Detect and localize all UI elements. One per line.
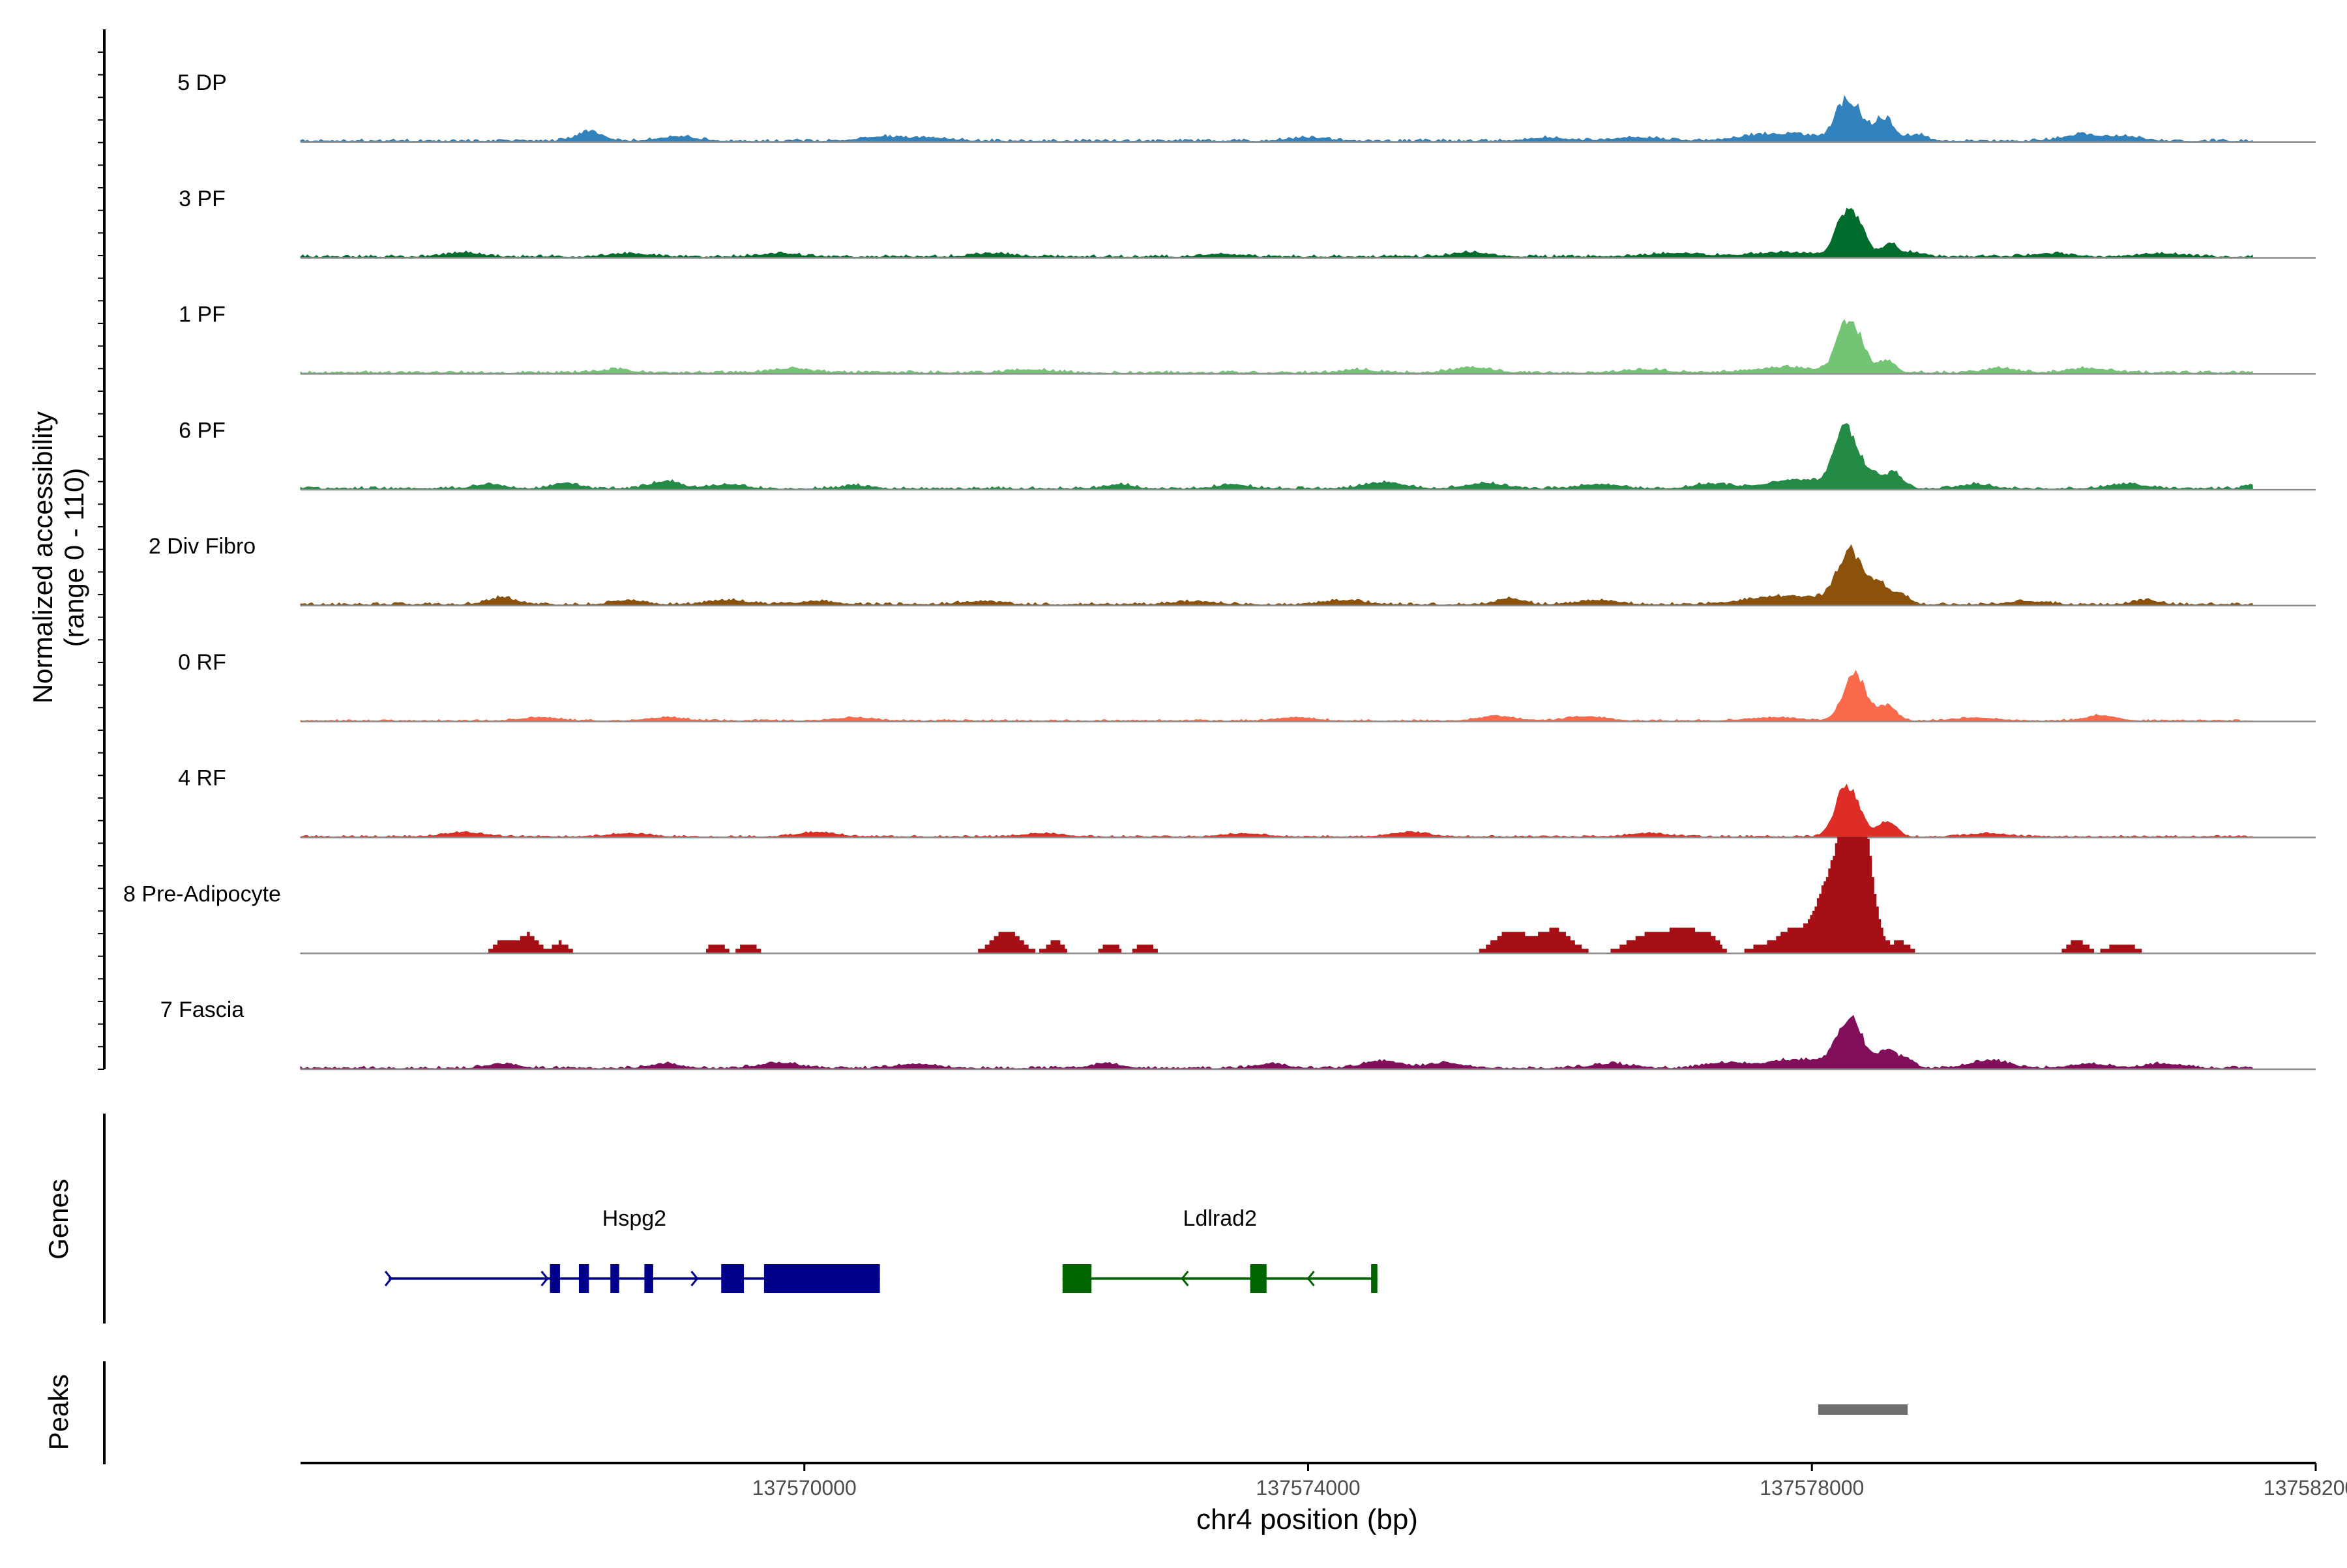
gene-hspg2: Hspg2 xyxy=(384,1206,880,1293)
gene-exon xyxy=(1371,1264,1378,1293)
coverage-area xyxy=(300,544,2253,606)
coverage-area xyxy=(300,422,2253,490)
track-label: 8 Pre-Adipocyte xyxy=(123,881,281,906)
coverage-area xyxy=(300,836,2253,954)
coverage-area xyxy=(300,207,2253,259)
track-label: 5 DP xyxy=(177,70,227,95)
strand-arrow xyxy=(540,1271,549,1286)
coverage-area xyxy=(300,1014,2253,1070)
genes-track-label: Genes xyxy=(43,1179,74,1260)
strand-arrow xyxy=(690,1271,699,1286)
coverage-area xyxy=(300,784,2254,838)
track-2: 1 PF xyxy=(179,303,2316,375)
track-7: 8 Pre-Adipocyte xyxy=(123,836,2316,954)
gene-exon xyxy=(1250,1264,1267,1293)
x-axis: 137570000 137574000 137578000 137582000 xyxy=(301,1462,2347,1500)
gene-exon xyxy=(610,1264,619,1293)
x-axis-label: chr4 position (bp) xyxy=(1196,1503,1418,1535)
coverage-area xyxy=(300,670,2254,722)
track-label: 7 Fascia xyxy=(160,998,244,1022)
track-4: 2 Div Fibro xyxy=(149,534,2316,607)
track-6: 4 RF xyxy=(178,766,2316,838)
track-1: 3 PF xyxy=(179,186,2316,259)
gene-ldlrad2: Ldlrad2 xyxy=(1062,1206,1378,1293)
x-tick-label: 137570000 xyxy=(752,1476,857,1500)
y-axis-label-range: (range 0 - 110) xyxy=(59,468,89,647)
gene-name-label: Hspg2 xyxy=(602,1206,666,1231)
peak-region-bar xyxy=(1818,1404,1908,1415)
strand-arrow xyxy=(1181,1271,1189,1286)
track-8: 7 Fascia xyxy=(160,998,2316,1071)
strand-arrow xyxy=(384,1271,393,1286)
gene-exon xyxy=(1062,1264,1092,1293)
peaks-track xyxy=(1818,1404,1908,1415)
track-5: 0 RF xyxy=(178,650,2316,722)
track-label: 0 RF xyxy=(178,650,226,675)
gene-exon xyxy=(578,1264,589,1293)
y-axis-label: Normalized accessibility xyxy=(27,411,58,703)
gene-exon xyxy=(763,1264,880,1293)
coverage-area xyxy=(300,319,2253,374)
x-tick-label: 137582000 xyxy=(2264,1476,2347,1500)
gene-annotation-track: Hspg2 Ldlrad2 xyxy=(384,1206,1378,1293)
track-3: 6 PF xyxy=(179,418,2316,491)
track-label: 3 PF xyxy=(179,186,226,211)
strand-arrow xyxy=(1306,1271,1315,1286)
coverage-area xyxy=(300,95,2254,143)
x-tick-label: 137578000 xyxy=(1760,1476,1864,1500)
gene-name-label: Ldlrad2 xyxy=(1183,1206,1257,1231)
left-panel-axes xyxy=(98,29,106,1464)
peaks-track-label: Peaks xyxy=(43,1374,74,1451)
track-0: 5 DP xyxy=(177,70,2316,143)
x-tick-label: 137574000 xyxy=(1256,1476,1360,1500)
track-label: 6 PF xyxy=(179,418,226,443)
coverage-tracks: 5 DP 3 PF 1 PF 6 PF 2 Div Fibro 0 RF 4 RF 8 Pre… xyxy=(123,70,2316,1071)
track-label: 2 Div Fibro xyxy=(149,534,256,559)
gene-exon xyxy=(550,1264,560,1293)
track-label: 4 RF xyxy=(178,766,226,791)
track-label: 1 PF xyxy=(179,303,226,327)
gene-exon xyxy=(644,1264,653,1293)
gene-exon xyxy=(721,1264,745,1293)
